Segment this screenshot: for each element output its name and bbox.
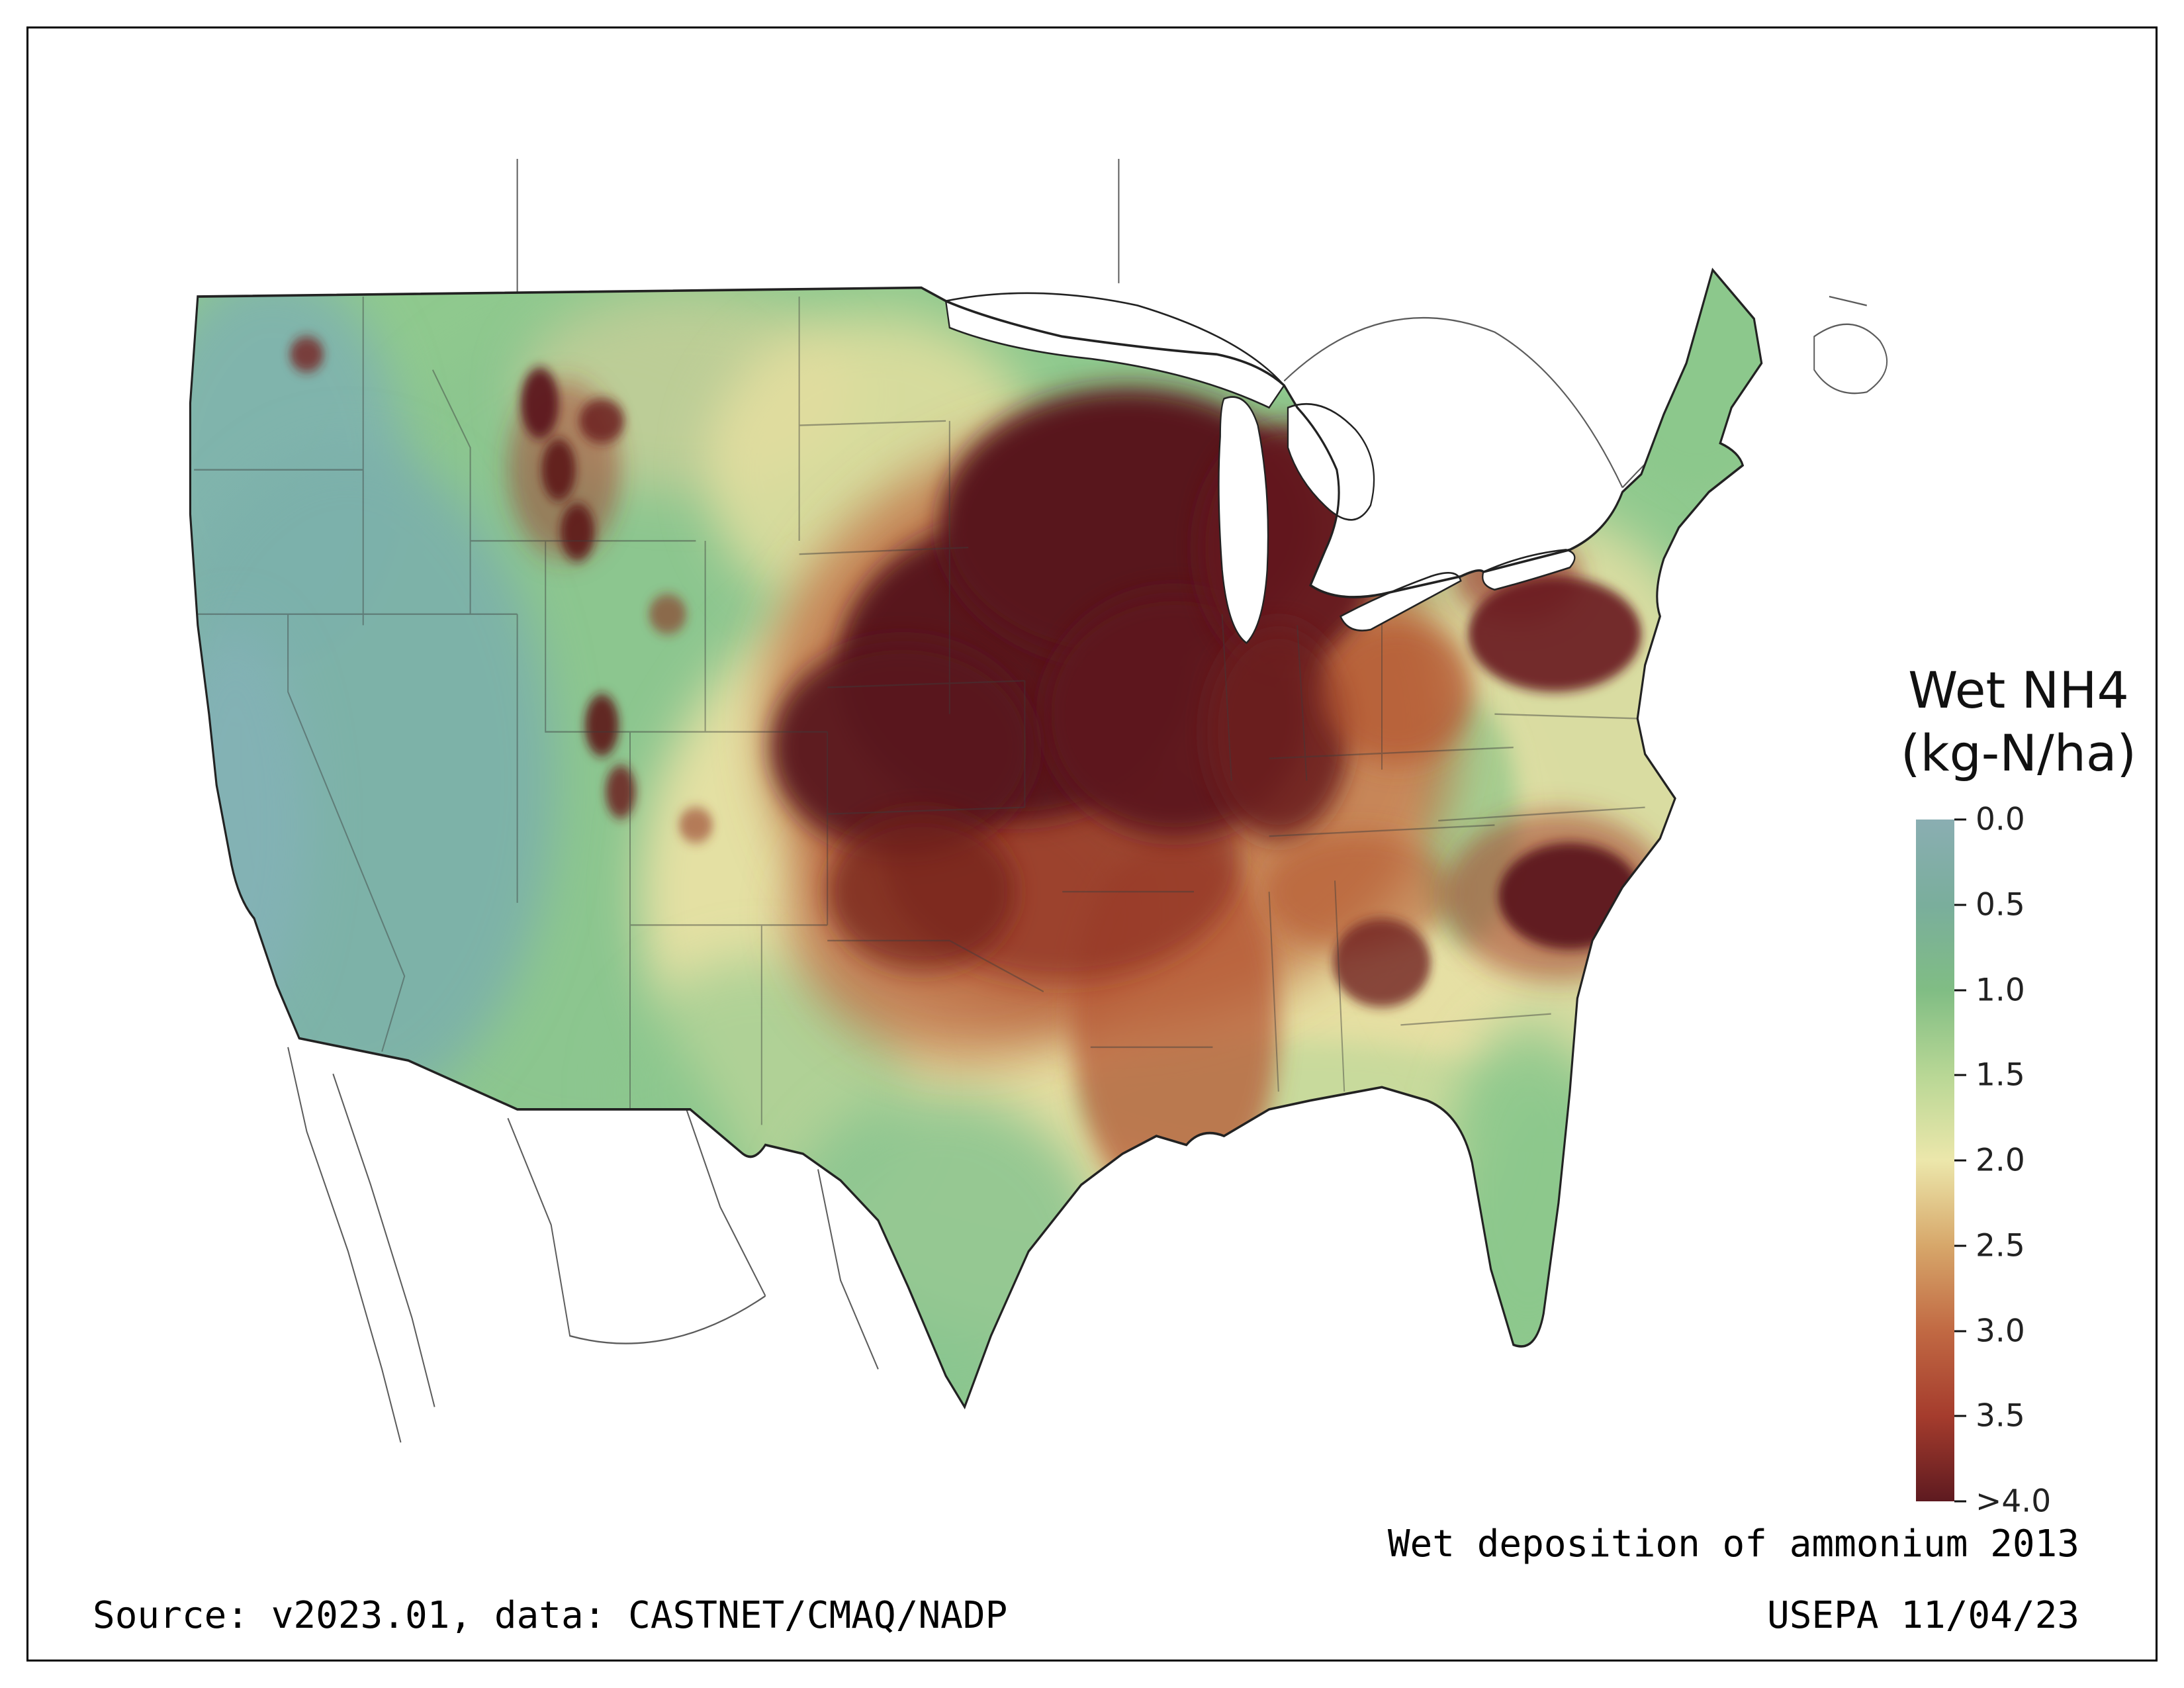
heat-region-kansas-dark-spot — [827, 814, 1016, 970]
mexico-gulf-of-california — [332, 1073, 435, 1407]
state-lines-midwest-east — [1062, 602, 1645, 1092]
colorbar-tick-1.5: 1.5 — [1954, 1057, 2025, 1094]
colorbar-tick-3.0: 3.0 — [1954, 1313, 2025, 1349]
heat-region-idaho-dot-3 — [560, 503, 595, 561]
heat-region-utah-dot-1 — [584, 694, 619, 757]
tick-label: >4.0 — [1976, 1483, 2052, 1520]
heat-region-colorado-dot — [678, 807, 713, 843]
mexico-borders — [287, 1047, 879, 1443]
agency-date-caption: USEPA 11/04/23 — [1766, 1594, 2079, 1637]
colorbar-tick-2.0: 2.0 — [1954, 1143, 2025, 1179]
heat-region-idaho-dot-1 — [521, 367, 559, 439]
state-lines-plains — [799, 420, 1044, 993]
source-caption: Source: v2023.01, data: CASTNET/CMAQ/NAD… — [93, 1594, 1008, 1637]
tick-mark — [1954, 818, 1966, 821]
tick-label: 0.5 — [1976, 886, 2025, 923]
tick-label: 3.0 — [1976, 1313, 2025, 1349]
tick-label: 2.0 — [1976, 1142, 2025, 1179]
heat-region-great-basin-teal — [190, 447, 555, 1114]
colorbar-tick-0.0: 0.0 — [1954, 802, 2025, 838]
heat-region-pennsylvania-dark-patch — [1468, 576, 1641, 692]
legend-title-line2: (kg-N/ha) — [1900, 724, 2137, 782]
heat-region-florida-green — [1443, 1025, 1614, 1358]
colorbar — [1916, 820, 1954, 1501]
mexico-coahuila-border — [817, 1169, 879, 1370]
tick-mark — [1954, 1244, 1966, 1247]
tick-label: 2.5 — [1976, 1227, 2025, 1264]
heat-region-ohio-orange-patch — [1322, 620, 1473, 763]
tick-mark — [1954, 1074, 1966, 1076]
heat-region-idaho-dot-2 — [541, 438, 576, 501]
heat-regions-layer — [190, 269, 1762, 1403]
us-raster-fill — [190, 269, 1762, 1407]
heat-region-nebraska-core — [771, 641, 1034, 855]
heat-region-south-texas-green — [780, 1092, 1100, 1403]
mexico-baja-coast — [287, 1047, 402, 1443]
map-title-caption: Wet deposition of ammonium 2013 — [1387, 1523, 2079, 1566]
canada-nova-scotia-outline — [1813, 323, 1888, 395]
heat-region-montana-dot — [579, 399, 625, 444]
tick-mark — [1954, 1415, 1966, 1417]
canada-pei-outline — [1829, 295, 1867, 306]
tick-mark — [1954, 989, 1966, 991]
state-lines-west — [194, 297, 829, 1125]
lake-huron — [1287, 402, 1375, 521]
canada-ontario-shore — [1283, 316, 1623, 489]
state-boundaries — [194, 297, 1645, 1125]
mexico-sonora-border — [507, 1117, 766, 1344]
heat-region-north-carolina-dark-spot — [1498, 843, 1641, 950]
heat-region-utah-dot-2 — [606, 765, 636, 819]
heat-region-washington-dot — [289, 336, 324, 373]
colorbar-tick-3.5: 3.5 — [1954, 1398, 2025, 1434]
us-deposition-map — [189, 159, 1888, 1443]
us-outline — [189, 267, 1763, 1410]
tick-mark — [1954, 904, 1966, 906]
colorbar-tick-1.0: 1.0 — [1954, 972, 2025, 1008]
colorbar-ticks: 0.0 0.5 1.0 1.5 2.0 2.5 3.0 3.5 >4.0 — [1954, 802, 2126, 1520]
tick-mark — [1954, 1159, 1966, 1162]
lake-ontario — [1482, 549, 1576, 591]
colorbar-tick-2.5: 2.5 — [1954, 1227, 2025, 1264]
mexico-chihuahua-border — [686, 1109, 766, 1297]
tick-label: 1.5 — [1976, 1056, 2025, 1094]
colorbar-tick-0.5: 0.5 — [1954, 886, 2025, 923]
great-lakes — [944, 292, 1576, 645]
legend-title-line1: Wet NH4 — [1908, 661, 2129, 720]
heat-region-indiana-core — [1206, 625, 1350, 839]
lake-michigan — [1218, 396, 1269, 645]
heat-region-tennessee-red-patch — [1265, 833, 1453, 950]
tick-label: 1.0 — [1976, 972, 2025, 1008]
legend-title: Wet NH4 (kg-N/ha) — [1880, 659, 2158, 784]
tick-mark — [1954, 1330, 1966, 1332]
heat-region-alabama-dark-spot — [1333, 918, 1431, 1008]
tick-label: 0.0 — [1976, 801, 2025, 838]
lake-superior — [944, 292, 1285, 409]
colorbar-tick->4.0: >4.0 — [1954, 1483, 2051, 1520]
heat-region-wyoming-dot — [649, 594, 687, 634]
tick-mark — [1954, 1500, 1966, 1503]
tick-label: 3.5 — [1976, 1397, 2025, 1434]
